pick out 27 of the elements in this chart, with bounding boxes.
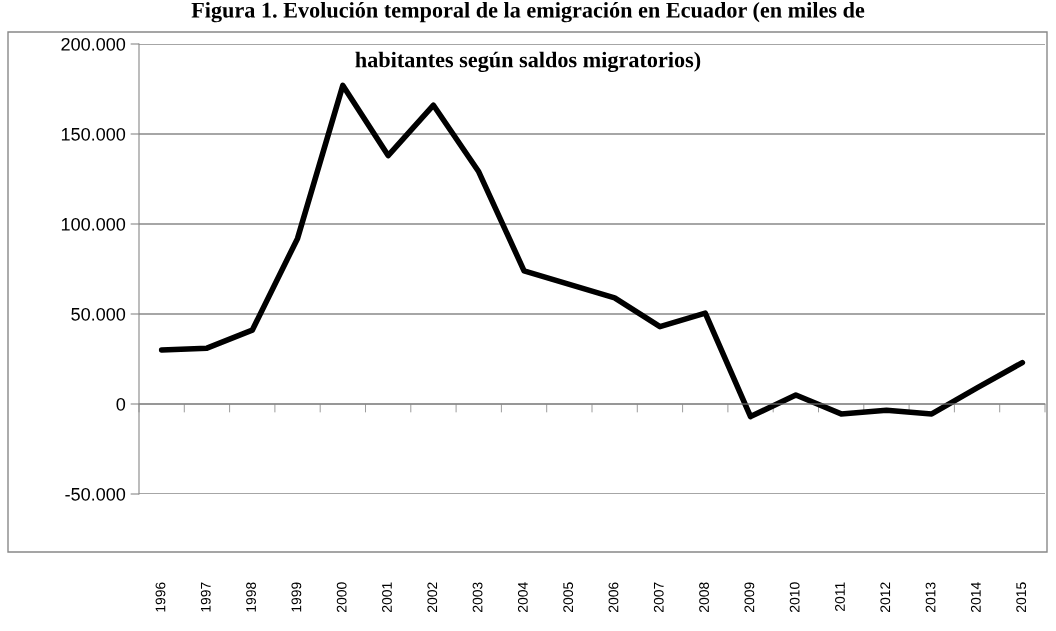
x-tick-label: 2015 [1016,582,1027,612]
x-tick-label: 1997 [200,582,211,612]
x-tick-label: 1996 [155,582,166,612]
x-tick-label: 1999 [291,582,302,612]
y-tick-label: 0 [116,397,126,411]
x-tick-label: 2014 [970,582,981,612]
y-tick-label: 50.000 [71,307,126,321]
x-tick-label: 2009 [744,582,755,612]
y-tick-label: 150.000 [61,127,126,141]
x-tick-label: 2013 [925,582,936,612]
y-tick-label: 100.000 [61,217,126,231]
x-tick-label: 2008 [699,582,709,612]
x-tick-label: 2006 [608,582,619,612]
x-tick-label: 1998 [246,582,256,612]
x-tick-label: 2011 [835,582,845,611]
x-tick-label: 2010 [789,582,800,612]
x-tick-label: 2003 [472,582,483,612]
x-tick-label: 2005 [563,582,574,612]
x-tick-label: 2000 [336,582,347,612]
chart-title: Figura 1. Evolución temporal de la emigración en Ecuador (en miles de habitantes según saldos migratorios) [191,2,865,73]
x-tick-label: 2002 [427,582,438,612]
y-tick-label: -50.000 [65,487,126,501]
y-tick-label: 200.000 [61,37,126,51]
x-tick-label: 2007 [653,582,664,612]
x-tick-label: 2004 [517,582,528,612]
x-tick-label: 2012 [880,582,891,612]
x-tick-label: 2001 [382,582,392,612]
